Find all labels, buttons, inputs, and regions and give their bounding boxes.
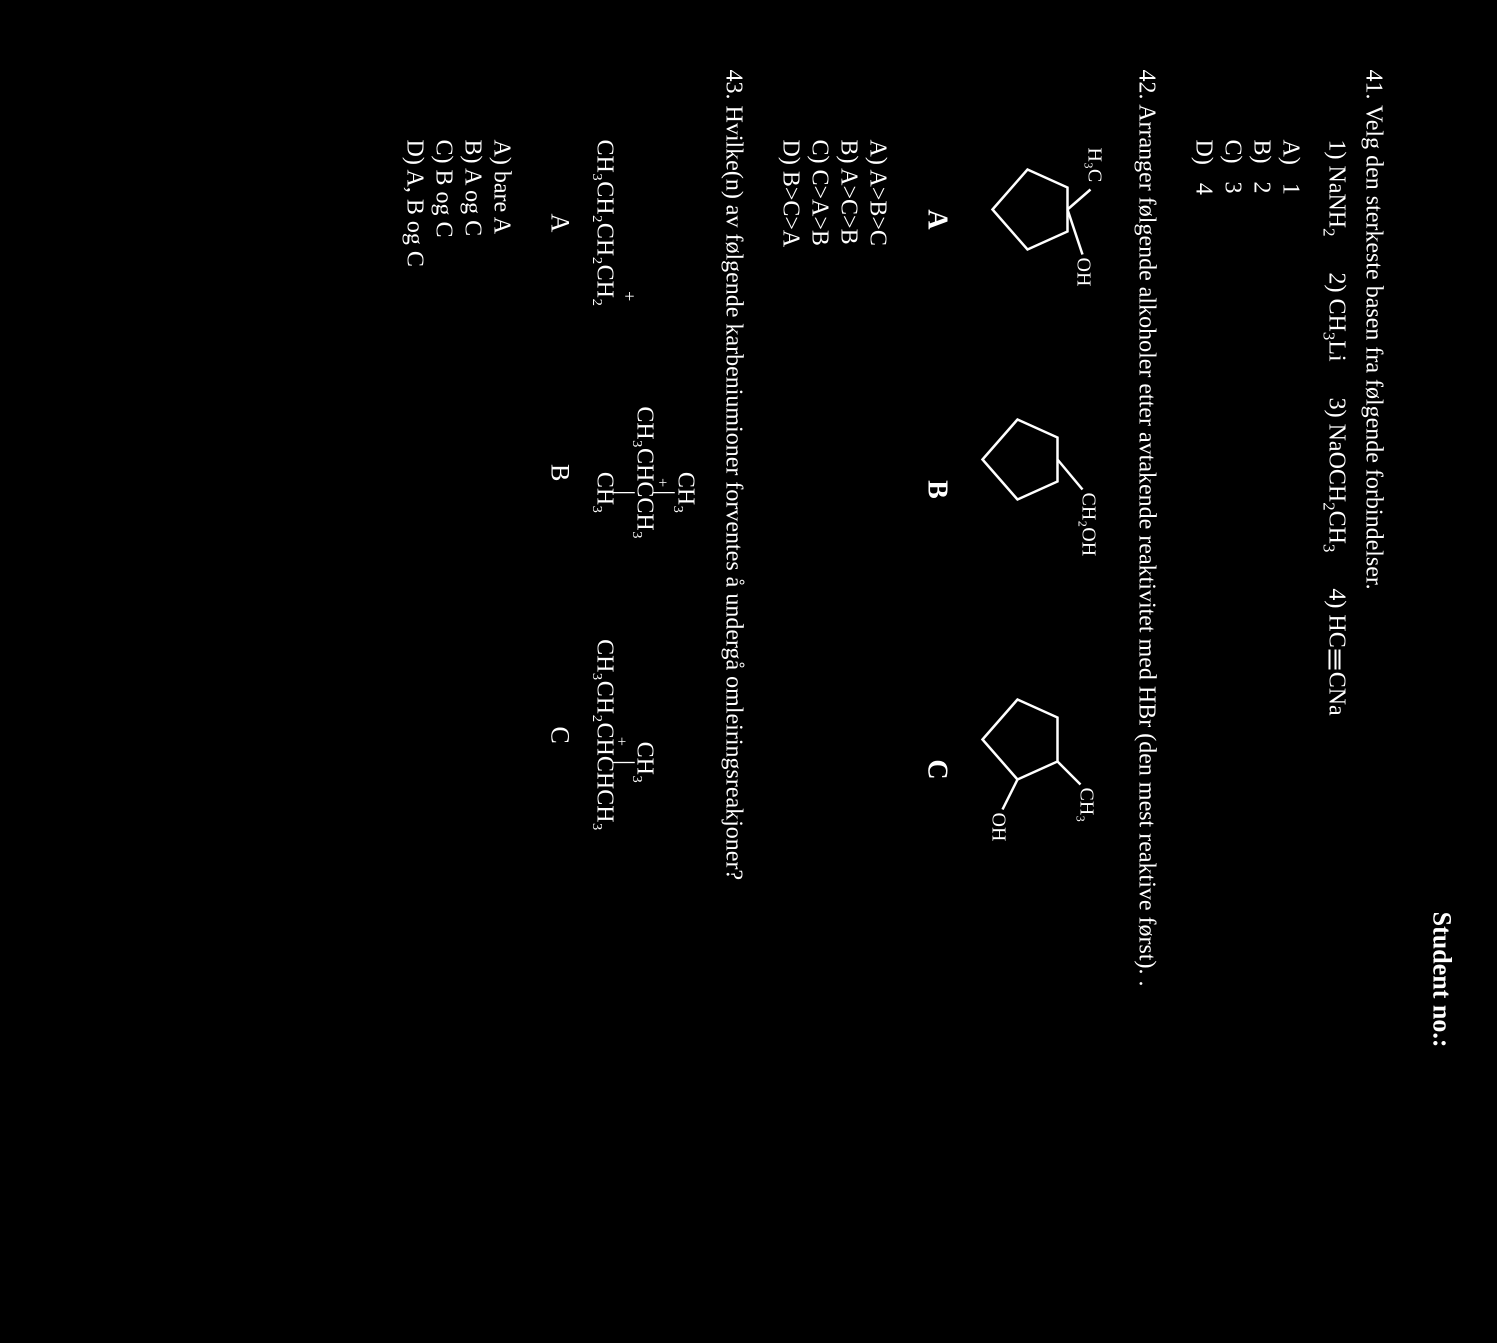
compound-1: 1) NaNH2 — [1324, 140, 1350, 243]
exam-page: Student no.: 41. Velg den sterkeste base… — [0, 0, 1497, 1188]
question-43: 43. Hvilke(n) av følgende karbeniumioner… — [400, 60, 746, 1128]
structure-b-label: B — [921, 400, 953, 580]
q41-option-d: D) 4 — [1190, 140, 1217, 1128]
carbocation-a: + CH₃CH₂CH₂CH₂ A — [544, 140, 639, 307]
svg-text:CH₃: CH₃ — [1076, 788, 1098, 823]
structure-c: CH₃ OH C — [921, 680, 1103, 860]
q42-option-d: D) B>C>A — [777, 140, 804, 1128]
svg-text:OH: OH — [1073, 258, 1095, 287]
svg-text:CH₂OH: CH₂OH — [1078, 493, 1100, 557]
q41-text: 41. Velg den sterkeste basen fra følgend… — [1360, 70, 1387, 1128]
q42-structures: H₃C OH A CH₂OH B CH — [921, 140, 1103, 1128]
structure-a: H₃C OH A — [921, 140, 1103, 300]
compound-4: 4) HCCNa — [1324, 588, 1350, 715]
q42-text: 42. Arranger følgende alkoholer etter av… — [1133, 70, 1160, 1128]
q42-prompt: Arranger følgende alkoholer etter avtake… — [1134, 104, 1160, 986]
carbocation-a-label: A — [544, 140, 574, 307]
q43-options: A) bare A B) A og C C) B og C D) A, B og… — [400, 140, 514, 1128]
q42-number: 42. — [1134, 70, 1160, 100]
q43-number: 43. — [721, 70, 747, 100]
structure-c-label: C — [921, 680, 953, 860]
q43-option-a: A) bare A — [487, 140, 514, 1128]
q42-options: A) A>B>C B) A>C>B C) C>A>B D) B>C>A — [777, 140, 891, 1128]
cyclopentane-a-icon: H₃C OH — [963, 140, 1103, 300]
q43-option-b: B) A og C — [458, 140, 485, 1128]
compound-2: 2) CH3Li — [1324, 273, 1350, 368]
carbocation-a-formula: + CH₃CH₂CH₂CH₂ — [589, 140, 639, 307]
q43-carbocations: + CH₃CH₂CH₂CH₂ A CH₃ | + CH₃CHCCH₃ | CH₃ — [544, 140, 699, 1128]
structure-a-label: A — [921, 140, 953, 300]
q41-number: 41. — [1361, 70, 1387, 100]
carbocation-c: CH₃ | + CH₃CH₂CHCHCH₃ C — [544, 639, 659, 831]
q43-text: 43. Hvilke(n) av følgende karbeniumioner… — [720, 70, 747, 1128]
q42-option-a: A) A>B>C — [864, 140, 891, 1128]
carbocation-b-label: B — [544, 406, 574, 539]
carbocation-b-formula: CH₃ | + CH₃CHCCH₃ | CH₃ — [589, 406, 699, 539]
q43-prompt: Hvilke(n) av følgende karbeniumioner for… — [721, 106, 747, 881]
q41-compounds: 1) NaNH2 2) CH3Li 3) NaOCH2CH3 4) HCCNa — [1319, 140, 1350, 1128]
triple-bond-icon — [1334, 650, 1336, 670]
structure-b: CH₂OH B — [921, 400, 1103, 580]
svg-text:OH: OH — [988, 813, 1010, 842]
q41-prompt: Velg den sterkeste basen fra følgende fo… — [1361, 105, 1387, 590]
carbocation-b: CH₃ | + CH₃CHCCH₃ | CH₃ B — [544, 406, 699, 539]
svg-text:H₃C: H₃C — [1084, 148, 1103, 183]
q41-option-a: A) 1 — [1277, 140, 1304, 1128]
q41-option-c: C) 3 — [1219, 140, 1246, 1128]
compound-3: 3) NaOCH2CH3 — [1324, 398, 1350, 559]
q41-option-b: B) 2 — [1248, 140, 1275, 1128]
q43-option-c: C) B og C — [429, 140, 456, 1128]
carbocation-c-label: C — [544, 639, 574, 831]
question-41: 41. Velg den sterkeste basen fra følgend… — [1190, 60, 1387, 1128]
student-no-header: Student no.: — [1427, 60, 1457, 1048]
q43-option-d: D) A, B og C — [400, 140, 427, 1128]
cyclopentane-c-icon: CH₃ OH — [963, 680, 1103, 860]
q42-option-b: B) A>C>B — [835, 140, 862, 1128]
cyclopentane-b-icon: CH₂OH — [963, 400, 1103, 580]
question-42: 42. Arranger følgende alkoholer etter av… — [777, 60, 1160, 1128]
q41-options: A) 1 B) 2 C) 3 D) 4 — [1190, 140, 1304, 1128]
carbocation-c-formula: CH₃ | + CH₃CH₂CHCHCH₃ — [589, 639, 659, 831]
q42-option-c: C) C>A>B — [806, 140, 833, 1128]
